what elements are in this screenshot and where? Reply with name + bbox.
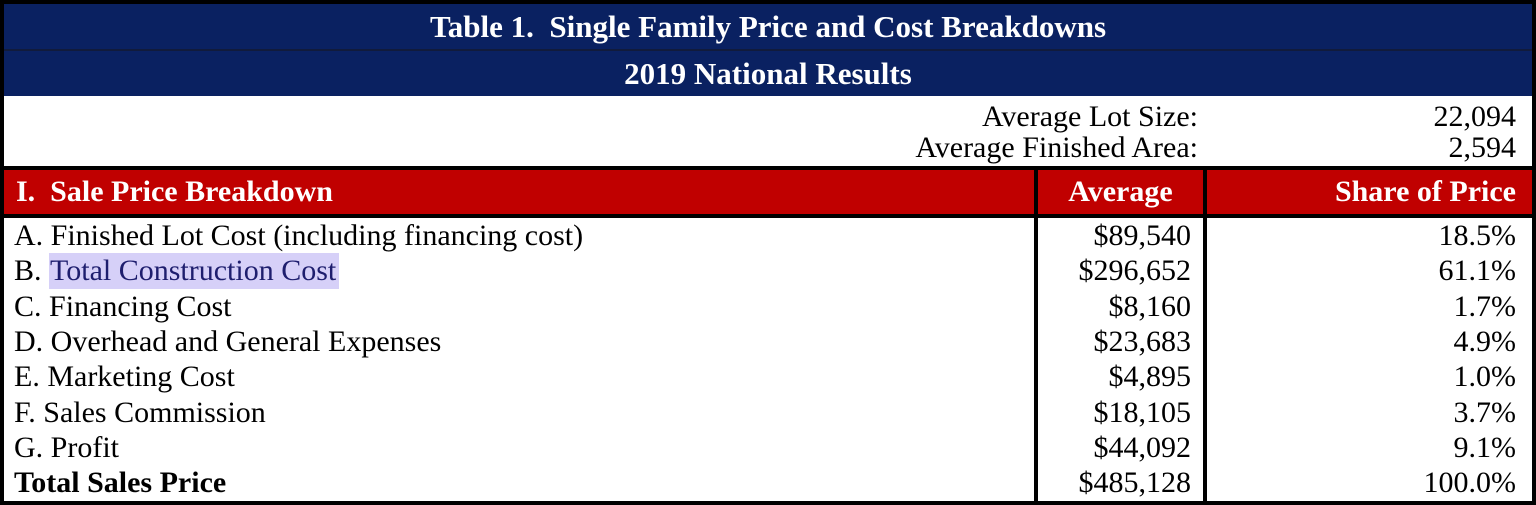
row-label: D. Overhead and General Expenses [4,325,1034,360]
row-label-prefix: B. [14,254,50,288]
row-average: $4,895 [1034,359,1207,396]
summary-value: 2,594 [1448,131,1517,164]
row-average: $18,105 [1034,395,1207,431]
summary-row-finished-area: Average Finished Area: 2,594 [4,132,1532,163]
row-label-text: F. Sales Commission [14,395,266,429]
row-share: 61.1% [1438,254,1517,288]
row-label-text: Total Sales Price [14,466,227,500]
summary-value: 22,094 [1433,100,1517,133]
row-average: $44,092 [1034,430,1207,466]
row-average: $485,128 [1034,465,1207,501]
summary-label: Average Finished Area: [915,131,1198,164]
table-row: D. Overhead and General Expenses $23,683… [4,324,1532,360]
row-average: $296,652 [1034,253,1207,290]
row-label: Total Sales Price [4,466,1034,501]
row-label: C. Financing Cost [4,289,1034,324]
row-average: $89,540 [1034,218,1207,254]
table-row: G. Profit $44,092 9.1% [4,430,1532,466]
row-share: 9.1% [1453,431,1517,465]
table-row: E. Marketing Cost $4,895 1.0% [4,359,1532,396]
row-label: E. Marketing Cost [4,360,1034,395]
table-subtitle: 2019 National Results [4,51,1532,96]
title-separator [4,49,1532,51]
row-share: 18.5% [1438,218,1517,252]
row-share: 100.0% [1423,466,1517,500]
section-header-row: I. Sale Price Breakdown Average Share of… [4,166,1532,218]
row-label: G. Profit [4,430,1034,465]
row-label: B. Total Construction Cost [4,253,1034,290]
row-average: $8,160 [1034,289,1207,325]
table-row-total: Total Sales Price $485,128 100.0% [4,465,1532,501]
summary-row-lot-size: Average Lot Size: 22,094 [4,101,1532,132]
row-label-text: C. Financing Cost [14,289,232,323]
row-label-text: A. Finished Lot Cost (including financin… [14,218,584,252]
row-label: A. Finished Lot Cost (including financin… [4,218,1034,253]
table-row: C. Financing Cost $8,160 1.7% [4,289,1532,325]
row-label: F. Sales Commission [4,395,1034,430]
row-average: $23,683 [1034,324,1207,360]
section-header-title: I. Sale Price Breakdown [16,175,333,208]
column-header-share-of-price: Share of Price [1334,175,1516,208]
summary-label: Average Lot Size: [981,100,1198,133]
row-label-text: D. Overhead and General Expenses [14,325,442,359]
column-header-average: Average [1034,170,1207,214]
table-row: F. Sales Commission $18,105 3.7% [4,395,1532,431]
table-title: Table 1. Single Family Price and Cost Br… [4,4,1532,49]
summary-section: Average Lot Size: 22,094 Average Finishe… [4,96,1532,166]
table-body: A. Finished Lot Cost (including financin… [4,218,1532,501]
row-share: 1.0% [1453,360,1517,394]
row-label-text: E. Marketing Cost [14,360,235,394]
row-share: 4.9% [1453,325,1517,359]
table-row: B. Total Construction Cost $296,652 61.1… [4,253,1532,290]
row-share: 3.7% [1453,395,1517,429]
table-row: A. Finished Lot Cost (including financin… [4,218,1532,254]
highlighted-text: Total Construction Cost [49,253,340,290]
row-share: 1.7% [1453,289,1517,323]
row-label-text: G. Profit [14,431,119,465]
